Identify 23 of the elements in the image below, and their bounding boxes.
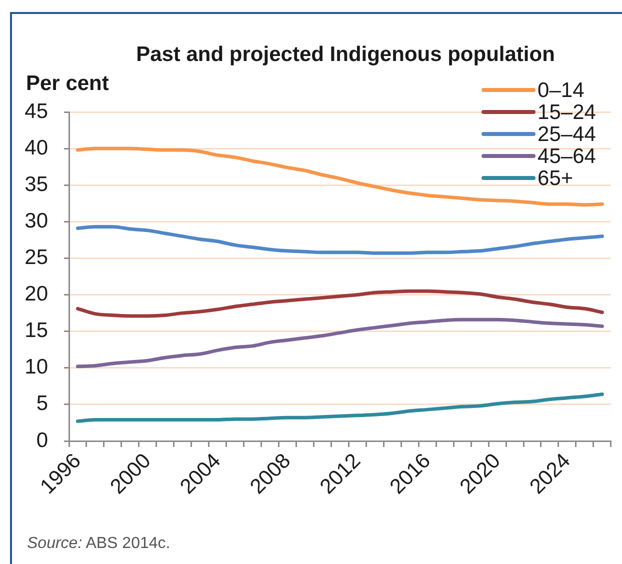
y-tick-label: 5 — [36, 392, 48, 416]
y-tick-label: 10 — [24, 356, 48, 379]
y-tick-label: 45 — [24, 100, 48, 123]
legend-label: 65+ — [538, 166, 574, 190]
legend-label: 25–44 — [538, 122, 596, 146]
y-tick-label: 35 — [24, 172, 48, 196]
y-tick-label: 0 — [36, 428, 48, 452]
y-axis-title: Per cent — [26, 72, 109, 96]
source-note: Source: ABS 2014c. — [27, 534, 170, 554]
line-series — [76, 392, 604, 424]
y-tick-label: 25 — [24, 246, 48, 270]
y-tick-label: 15 — [24, 319, 48, 342]
line-series — [76, 146, 604, 207]
line-series — [76, 289, 604, 318]
line-series — [76, 318, 604, 368]
y-tick-label: 30 — [24, 209, 48, 232]
legend-label: 45–64 — [538, 144, 596, 168]
legend-label: 0–14 — [538, 78, 585, 102]
y-tick-label: 20 — [24, 282, 48, 306]
y-tick-label: 40 — [24, 136, 48, 160]
legend-label: 15–24 — [538, 100, 596, 124]
chart-title: Past and projected Indigenous population — [135, 43, 556, 67]
line-series — [76, 225, 604, 255]
